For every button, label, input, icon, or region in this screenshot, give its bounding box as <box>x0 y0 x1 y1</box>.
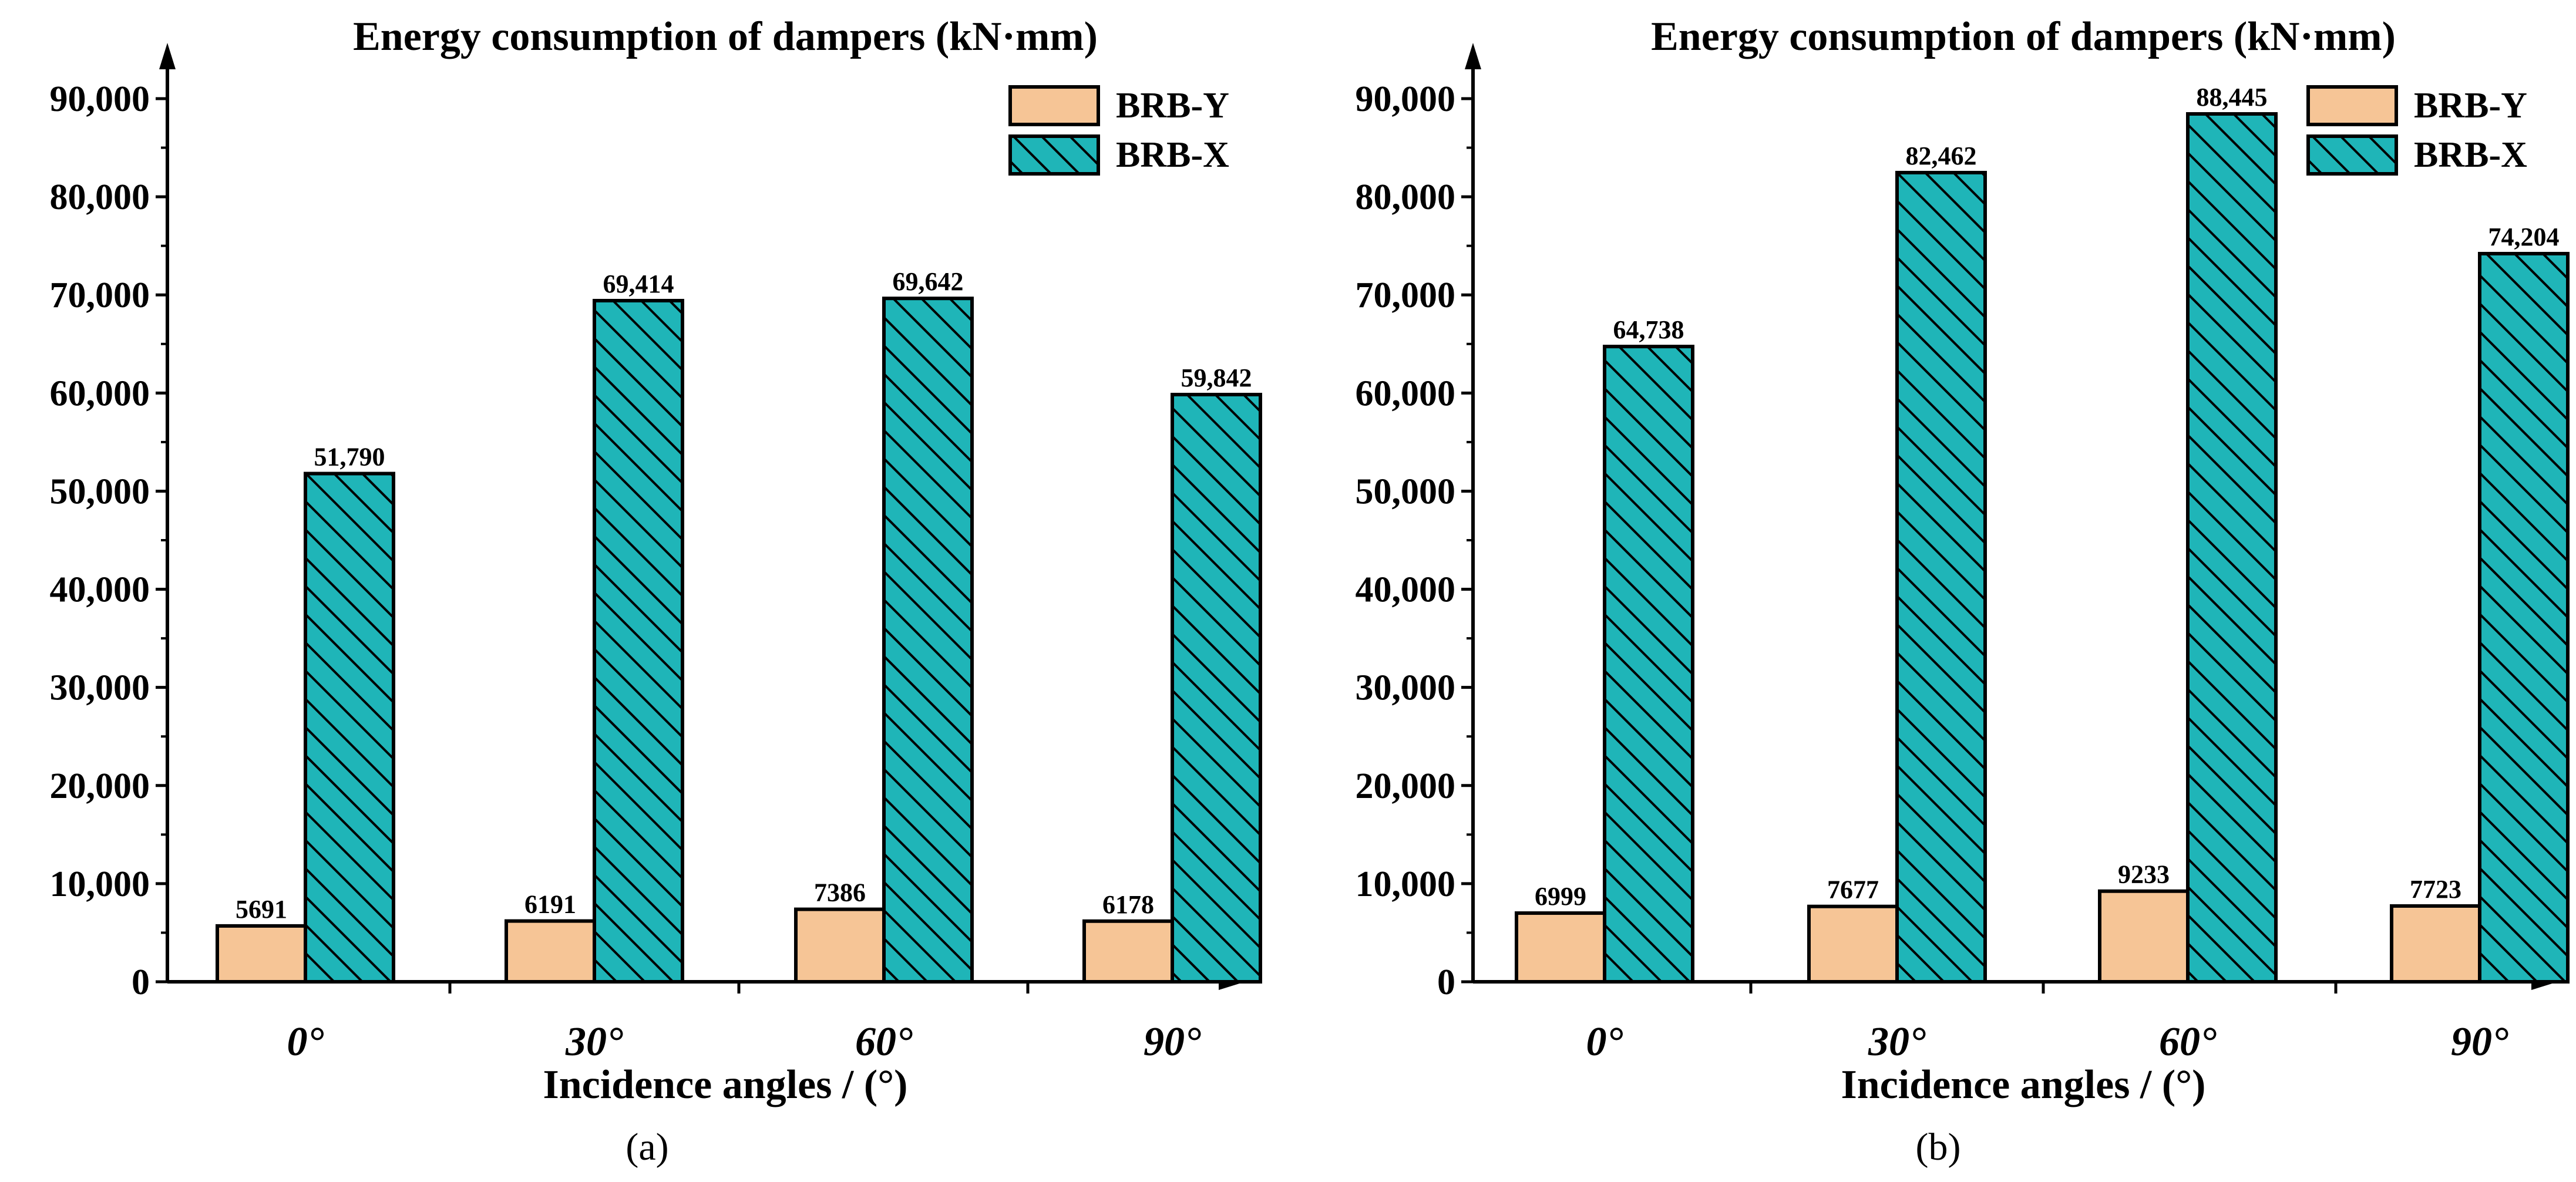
y-tick-label: 50,000 <box>1356 472 1456 511</box>
category-label: 90° <box>1144 1019 1201 1065</box>
legend-label: BRB-Y <box>1116 86 1229 126</box>
data-label: 69,642 <box>893 267 964 296</box>
legend-label: BRB-X <box>1116 135 1229 175</box>
x-axis-label: Incidence angles / (°) <box>543 1062 907 1107</box>
bar-brb-x <box>1895 170 1987 984</box>
bar-brb-y <box>1082 919 1174 984</box>
y-tick-label: 90,000 <box>1356 79 1456 119</box>
category-label: 60° <box>855 1019 913 1065</box>
y-tick-label: 70,000 <box>50 275 150 315</box>
data-label: 64,738 <box>1613 315 1684 344</box>
panel-label: (b) <box>1916 1126 1961 1168</box>
category-label: 30° <box>1868 1019 1926 1065</box>
y-tick-label: 20,000 <box>1356 766 1456 806</box>
panel-a: Energy consumption of dampers (kN·mm) 0 10… <box>50 14 1262 1168</box>
legend-label: BRB-X <box>2414 135 2527 175</box>
chart-title: Energy consumption of dampers (kN·mm) <box>1651 14 2396 59</box>
bar-brb-x <box>2478 251 2570 984</box>
legend-swatch-brb-x <box>1008 134 1100 176</box>
data-label: 6999 <box>1535 882 1586 911</box>
category-label: 60° <box>2159 1019 2217 1065</box>
y-tick-label: 10,000 <box>50 864 150 904</box>
bar-brb-x <box>1171 392 1262 984</box>
y-axis-arrow-icon <box>159 43 176 69</box>
bar-brb-x <box>2186 112 2278 984</box>
legend-swatch-brb-y <box>1008 85 1100 126</box>
y-tick-label: 60,000 <box>1356 373 1456 413</box>
bar-brb-y <box>2390 904 2481 984</box>
bar-brb-x <box>593 299 684 984</box>
bar-brb-y <box>216 924 307 984</box>
bar-brb-y <box>2098 889 2190 984</box>
data-label: 88,445 <box>2197 83 2268 112</box>
bar-brb-y <box>505 919 596 984</box>
x-axis-label: Incidence angles / (°) <box>1841 1062 2205 1107</box>
bar-brb-y <box>794 907 886 984</box>
y-tick-label: 90,000 <box>50 79 150 119</box>
data-label: 74,204 <box>2488 223 2560 251</box>
legend-swatch-brb-y <box>2306 85 2398 126</box>
y-axis-arrow-icon <box>1465 43 1481 69</box>
data-label: 69,414 <box>603 270 674 298</box>
category-label: 0° <box>287 1019 324 1065</box>
bar-brb-x <box>1603 345 1694 984</box>
y-tick-label: 40,000 <box>50 570 150 610</box>
data-label: 5691 <box>236 895 287 924</box>
y-tick-label: 40,000 <box>1356 570 1456 610</box>
y-tick-label: 60,000 <box>50 373 150 413</box>
panel-b: Energy consumption of dampers (kN·mm) 0 10… <box>1356 14 2570 1168</box>
bar-brb-x <box>882 297 974 984</box>
y-tick-label: 0 <box>132 962 150 1002</box>
data-label: 7723 <box>2410 875 2461 904</box>
category-label: 90° <box>2451 1019 2508 1065</box>
y-tick-label: 80,000 <box>1356 177 1456 217</box>
chart-title: Energy consumption of dampers (kN·mm) <box>353 14 1098 59</box>
y-tick-label: 80,000 <box>50 177 150 217</box>
category-label: 30° <box>565 1019 623 1065</box>
y-tick-label: 10,000 <box>1356 864 1456 904</box>
data-label: 6178 <box>1102 890 1154 919</box>
y-tick-label: 0 <box>1437 962 1455 1002</box>
data-label: 59,842 <box>1181 363 1252 392</box>
legend-swatch-brb-x <box>2306 134 2398 176</box>
y-tick-label: 30,000 <box>1356 668 1456 708</box>
data-label: 9233 <box>2118 860 2170 889</box>
bar-brb-x <box>304 472 395 984</box>
data-label: 6191 <box>524 890 576 919</box>
legend-label: BRB-Y <box>2414 86 2527 126</box>
y-tick-label: 30,000 <box>50 668 150 708</box>
bar-brb-y <box>1807 904 1899 984</box>
y-tick-label: 20,000 <box>50 766 150 806</box>
data-label: 51,790 <box>314 443 385 472</box>
y-tick-label: 50,000 <box>50 472 150 511</box>
data-label: 7386 <box>814 878 866 907</box>
panel-label: (a) <box>625 1126 668 1168</box>
y-tick-label: 70,000 <box>1356 275 1456 315</box>
bar-brb-y <box>1515 911 1606 984</box>
data-label: 82,462 <box>1906 142 1977 170</box>
data-label: 7677 <box>1827 875 1879 904</box>
category-label: 0° <box>1586 1019 1623 1065</box>
